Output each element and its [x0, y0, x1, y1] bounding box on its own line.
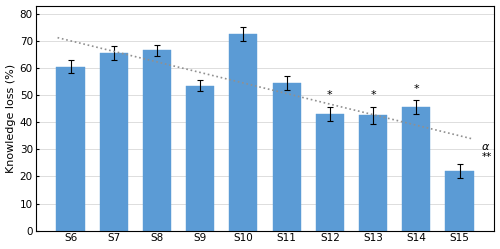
Bar — [402, 107, 430, 231]
Bar — [446, 171, 473, 231]
Text: *: * — [414, 84, 419, 94]
Text: α: α — [482, 142, 490, 152]
Bar — [186, 86, 214, 231]
Bar — [56, 66, 84, 231]
Y-axis label: Knowledge loss (%): Knowledge loss (%) — [6, 63, 16, 173]
Bar — [359, 115, 387, 231]
Text: **: ** — [482, 151, 492, 162]
Bar — [272, 83, 300, 231]
Text: *: * — [370, 90, 376, 101]
Text: *: * — [327, 90, 332, 101]
Bar — [100, 53, 128, 231]
Bar — [230, 34, 258, 231]
Bar — [316, 114, 344, 231]
Bar — [143, 50, 171, 231]
